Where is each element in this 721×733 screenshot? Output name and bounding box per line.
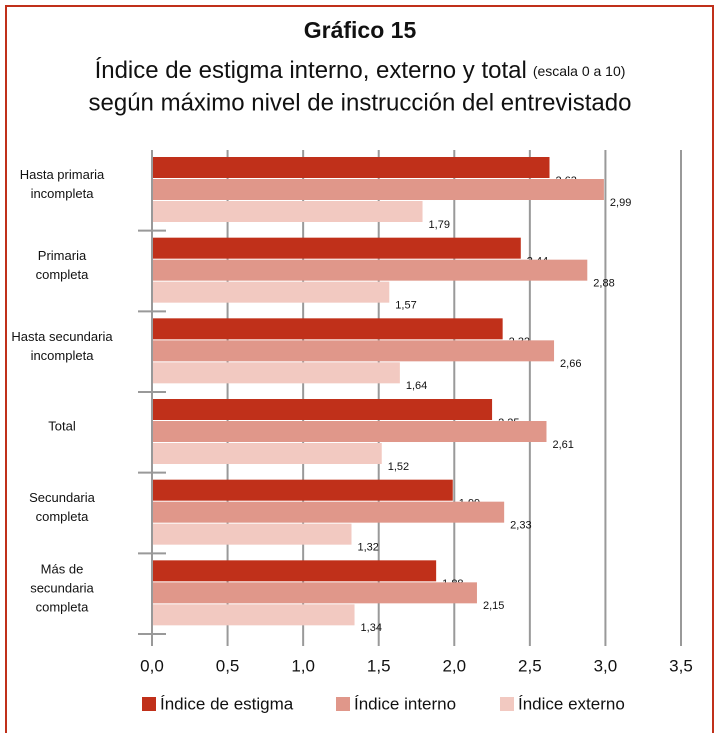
x-tick-label: 0,0 xyxy=(140,656,164,675)
frame xyxy=(5,5,714,733)
data-label: 1,57 xyxy=(395,300,416,312)
data-label: 2,15 xyxy=(483,600,504,612)
chart-title: Gráfico 15 xyxy=(304,17,417,43)
bar xyxy=(152,318,503,340)
data-label: 1,32 xyxy=(358,542,379,554)
x-tick-label: 3,5 xyxy=(669,656,693,675)
data-label: 2,66 xyxy=(560,358,581,370)
x-tick-label: 2,0 xyxy=(442,656,466,675)
data-label: 2,33 xyxy=(510,520,531,532)
bar xyxy=(152,443,382,464)
y-tick-label: Hasta secundaria incompleta xyxy=(11,328,113,363)
chart-subtitle-2: según máximo nivel de instrucción del en… xyxy=(89,89,632,116)
bar xyxy=(152,582,477,604)
x-tick-label: 1,5 xyxy=(367,656,391,675)
data-label: 1,79 xyxy=(429,219,450,231)
legend-label: Índice interno xyxy=(354,694,456,713)
data-label: 1,52 xyxy=(388,461,409,473)
legend-label: Índice externo xyxy=(518,694,625,713)
y-tick-label: Total xyxy=(48,418,76,434)
subtitle-note: (escala 0 a 10) xyxy=(533,63,626,79)
bar xyxy=(152,259,588,281)
legend-swatch xyxy=(500,697,514,711)
bar xyxy=(152,399,493,420)
data-label: 2,88 xyxy=(593,278,614,290)
data-label: 1,34 xyxy=(361,622,382,634)
bar xyxy=(152,560,437,582)
bar xyxy=(152,157,550,178)
x-tick-label: 0,5 xyxy=(216,656,240,675)
bar xyxy=(152,421,547,442)
y-tick-label: Primaria completa xyxy=(35,248,89,282)
bar xyxy=(152,237,521,259)
data-label: 2,99 xyxy=(610,197,631,209)
data-label: 1,64 xyxy=(406,380,427,392)
x-tick-label: 2,5 xyxy=(518,656,542,675)
x-tick-label: 1,0 xyxy=(291,656,315,675)
bar xyxy=(152,362,400,384)
bar xyxy=(152,479,453,501)
bar xyxy=(152,604,355,626)
data-label: 2,61 xyxy=(552,439,573,451)
subtitle-main: Índice de estigma interno, externo y tot… xyxy=(95,57,527,84)
bar xyxy=(152,340,555,362)
bar xyxy=(152,281,390,303)
legend-swatch xyxy=(142,697,156,711)
x-tick-label: 3,0 xyxy=(594,656,618,675)
bar xyxy=(152,501,505,523)
y-tick-label: Más de secundaria completa xyxy=(30,561,94,615)
y-tick-label: Hasta primaria incompleta xyxy=(19,167,105,202)
chart-subtitle: Índice de estigma interno, externo y tot… xyxy=(95,57,626,84)
bar xyxy=(152,179,604,200)
legend-swatch xyxy=(336,697,350,711)
bar xyxy=(152,201,423,222)
bar xyxy=(152,523,352,545)
y-tick-label: Secundaria completa xyxy=(29,490,95,524)
legend-label: Índice de estigma xyxy=(160,694,294,713)
